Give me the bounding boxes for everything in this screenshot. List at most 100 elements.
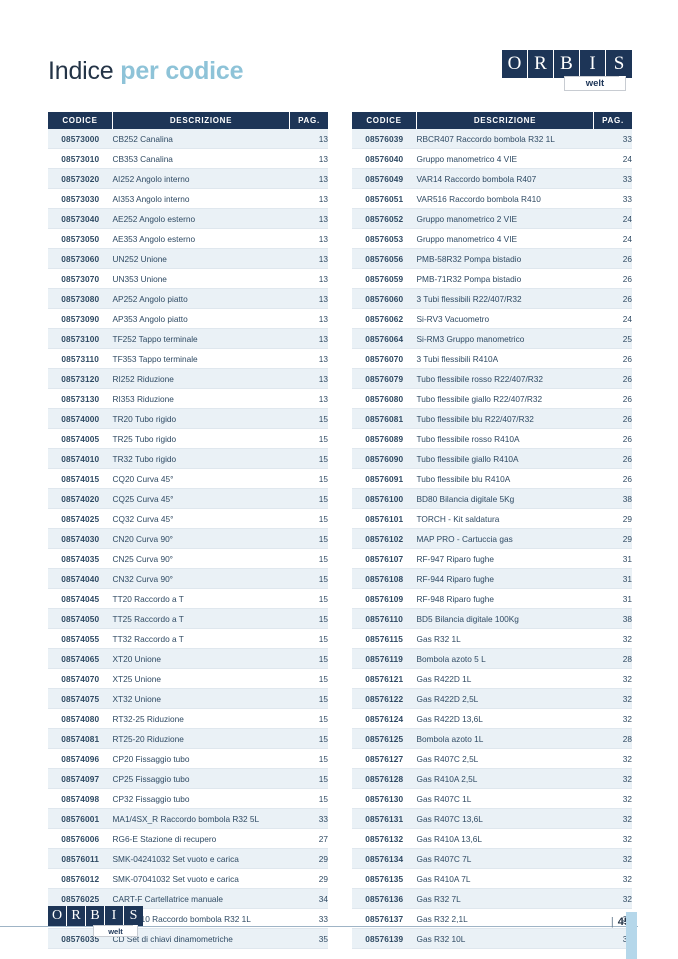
cell-descrizione: Si-RM3 Gruppo manometrico bbox=[416, 328, 594, 349]
cell-codice: 08573120 bbox=[48, 368, 113, 389]
cell-codice: 08574070 bbox=[48, 668, 113, 689]
cell-descrizione: RF-944 Riparo fughe bbox=[416, 568, 594, 589]
table-row: 08573010 CB353 Canalina 13 bbox=[48, 148, 328, 169]
cell-pag: 32 bbox=[593, 688, 632, 709]
table-row: 08576079 Tubo flessibile rosso R22/407/R3… bbox=[352, 368, 632, 389]
cell-codice: 08576049 bbox=[352, 168, 417, 189]
table-row: 08574010 TR32 Tubo rigido 15 bbox=[48, 448, 328, 469]
cell-pag: 13 bbox=[289, 368, 328, 389]
page-header: Indice per codice O R B I S welt bbox=[0, 0, 678, 108]
cell-descrizione: 3 Tubi flessibili R22/407/R32 bbox=[416, 288, 594, 309]
cell-codice: 08576090 bbox=[352, 448, 417, 469]
cell-pag: 26 bbox=[593, 428, 632, 449]
cell-descrizione: Gruppo manometrico 4 VIE bbox=[416, 148, 594, 169]
cell-descrizione: TT25 Raccordo a T bbox=[112, 608, 290, 629]
table-row: 08573020 AI252 Angolo interno 13 bbox=[48, 168, 328, 189]
cell-codice: 08576122 bbox=[352, 688, 417, 709]
cell-codice: 08576089 bbox=[352, 428, 417, 449]
logo-letter-i: I bbox=[580, 50, 606, 78]
cell-codice: 08576006 bbox=[48, 828, 113, 849]
table-row: 08576012 SMK-07041032 Set vuoto e carica 2… bbox=[48, 868, 328, 889]
cell-pag: 24 bbox=[593, 228, 632, 249]
cell-pag: 13 bbox=[289, 388, 328, 409]
cell-codice: 08576115 bbox=[352, 628, 417, 649]
cell-descrizione: VAR516 Raccordo bombola R410 bbox=[416, 188, 594, 209]
cell-descrizione: TR20 Tubo rigido bbox=[112, 408, 290, 429]
logo-letter-r: R bbox=[67, 906, 86, 926]
cell-descrizione: RI353 Riduzione bbox=[112, 388, 290, 409]
cell-pag: 33 bbox=[593, 129, 632, 149]
cell-pag: 25 bbox=[593, 328, 632, 349]
table-row: 08576100 BD80 Bilancia digitale 5Kg 38 bbox=[352, 488, 632, 509]
table-row: 08574020 CQ25 Curva 45° 15 bbox=[48, 488, 328, 509]
cell-descrizione: Tubo flessibile rosso R410A bbox=[416, 428, 594, 449]
orbis-logo-letters: O R B I S bbox=[48, 906, 143, 926]
cell-codice: 08576060 bbox=[352, 288, 417, 309]
cell-pag: 32 bbox=[593, 928, 632, 949]
cell-codice: 08576130 bbox=[352, 788, 417, 809]
cell-descrizione: AI252 Angolo interno bbox=[112, 168, 290, 189]
cell-descrizione: 3 Tubi flessibili R410A bbox=[416, 348, 594, 369]
cell-pag: 31 bbox=[593, 588, 632, 609]
table-row: 08574096 CP20 Fissaggio tubo 15 bbox=[48, 748, 328, 769]
table-row: 08573070 UN353 Unione 13 bbox=[48, 268, 328, 289]
cell-descrizione: TF252 Tappo terminale bbox=[112, 328, 290, 349]
page-title-accent: per codice bbox=[120, 57, 244, 85]
table-row: 08573050 AE353 Angolo esterno 13 bbox=[48, 228, 328, 249]
cell-descrizione: UN252 Unione bbox=[112, 248, 290, 269]
table-row: 08574030 CN20 Curva 90° 15 bbox=[48, 528, 328, 549]
table-row: 08576081 Tubo flessibile blu R22/407/R32 2… bbox=[352, 408, 632, 429]
cell-codice: 08576119 bbox=[352, 648, 417, 669]
logo-letter-o: O bbox=[48, 906, 67, 926]
cell-pag: 29 bbox=[593, 508, 632, 529]
cell-descrizione: Gruppo manometrico 4 VIE bbox=[416, 228, 594, 249]
cell-descrizione: CQ32 Curva 45° bbox=[112, 508, 290, 529]
cell-codice: 08573010 bbox=[48, 148, 113, 169]
cell-descrizione: CN20 Curva 90° bbox=[112, 528, 290, 549]
cell-descrizione: AP252 Angolo piatto bbox=[112, 288, 290, 309]
cell-pag: 27 bbox=[289, 828, 328, 849]
cell-descrizione: CB353 Canalina bbox=[112, 148, 290, 169]
cell-descrizione: Gas R407C 1L bbox=[416, 788, 594, 809]
cell-pag: 32 bbox=[593, 808, 632, 829]
table-row: 08576059 PMB-71R32 Pompa bistadio 26 bbox=[352, 268, 632, 289]
cell-descrizione: Tubo flessibile blu R410A bbox=[416, 468, 594, 489]
cell-pag: 15 bbox=[289, 708, 328, 729]
cell-descrizione: CQ20 Curva 45° bbox=[112, 468, 290, 489]
column-header-descrizione: DESCRIZIONE bbox=[416, 112, 594, 129]
cell-descrizione: Gas R32 1L bbox=[416, 628, 594, 649]
cell-pag: 33 bbox=[289, 808, 328, 829]
cell-descrizione: CD Set di chiavi dinamometriche bbox=[112, 928, 290, 949]
logo-letter-s: S bbox=[606, 50, 632, 78]
cell-descrizione: AI353 Angolo interno bbox=[112, 188, 290, 209]
cell-pag: 32 bbox=[593, 768, 632, 789]
cell-codice: 08576101 bbox=[352, 508, 417, 529]
cell-descrizione: Tubo flessibile blu R22/407/R32 bbox=[416, 408, 594, 429]
cell-codice: 08576125 bbox=[352, 728, 417, 749]
cell-codice: 08576136 bbox=[352, 888, 417, 909]
cell-descrizione: PMB-71R32 Pompa bistadio bbox=[416, 268, 594, 289]
cell-codice: 08574000 bbox=[48, 408, 113, 429]
cell-descrizione: RT32-25 Riduzione bbox=[112, 708, 290, 729]
cell-descrizione: TR32 Tubo rigido bbox=[112, 448, 290, 469]
cell-codice: 08573110 bbox=[48, 348, 113, 369]
cell-descrizione: RT25-20 Riduzione bbox=[112, 728, 290, 749]
table-row: 08574005 TR25 Tubo rigido 15 bbox=[48, 428, 328, 449]
cell-descrizione: CB252 Canalina bbox=[112, 129, 290, 149]
table-row: 08576060 3 Tubi flessibili R22/407/R32 26 bbox=[352, 288, 632, 309]
cell-descrizione: CP25 Fissaggio tubo bbox=[112, 768, 290, 789]
cell-pag: 13 bbox=[289, 308, 328, 329]
cell-pag: 38 bbox=[593, 608, 632, 629]
table-row: 08576131 Gas R407C 13,6L 32 bbox=[352, 808, 632, 829]
table-row: 08573100 TF252 Tappo terminale 13 bbox=[48, 328, 328, 349]
table-row: 08576070 3 Tubi flessibili R410A 26 bbox=[352, 348, 632, 369]
cell-codice: 08576079 bbox=[352, 368, 417, 389]
cell-pag: 15 bbox=[289, 608, 328, 629]
cell-pag: 15 bbox=[289, 428, 328, 449]
cell-pag: 29 bbox=[289, 868, 328, 889]
table-row: 08574040 CN32 Curva 90° 15 bbox=[48, 568, 328, 589]
table-row: 08576134 Gas R407C 7L 32 bbox=[352, 848, 632, 869]
cell-descrizione: UN353 Unione bbox=[112, 268, 290, 289]
column-header-descrizione: DESCRIZIONE bbox=[112, 112, 290, 129]
